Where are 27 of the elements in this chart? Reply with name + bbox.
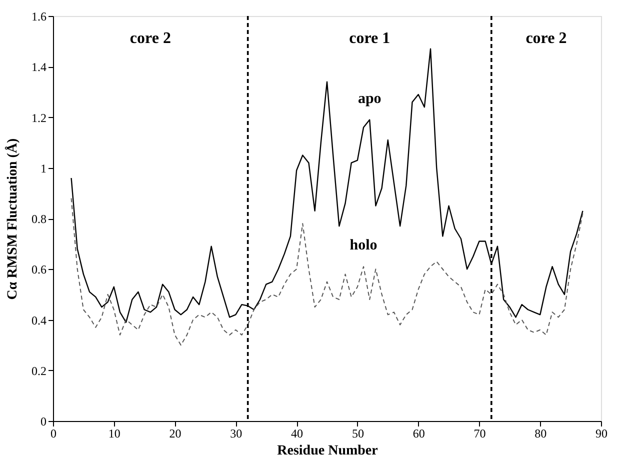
x-tick-label: 60 xyxy=(412,426,425,440)
x-axis-title: Residue Number xyxy=(277,444,378,458)
annotation: apo xyxy=(358,90,382,107)
x-tick-label: 70 xyxy=(474,426,486,440)
x-tick-label: 90 xyxy=(596,426,608,440)
x-tick-label: 80 xyxy=(534,426,547,440)
x-tick-label: 30 xyxy=(230,426,242,440)
line-series xyxy=(70,198,584,346)
annotation: core 2 xyxy=(130,30,171,47)
x-tick-label: 50 xyxy=(352,426,364,440)
y-tick-label: 0.2 xyxy=(32,364,46,378)
x-tick-label: 40 xyxy=(291,426,304,440)
annotation: core 1 xyxy=(349,30,390,47)
y-tick-label: 1.6 xyxy=(32,10,46,24)
y-tick-label: 1.4 xyxy=(32,60,46,74)
x-tick-label: 0 xyxy=(50,426,56,440)
y-tick-label: 0 xyxy=(40,414,46,428)
x-tick-label: 20 xyxy=(169,426,182,440)
y-tick-label: 0.8 xyxy=(32,212,46,226)
y-tick-label: 0.6 xyxy=(32,262,46,277)
annotation: holo xyxy=(350,238,378,254)
x-tick-label: 10 xyxy=(108,426,120,440)
y-tick-label: 1 xyxy=(40,161,46,176)
y-tick-label: 1.2 xyxy=(32,110,46,125)
annotation: core 2 xyxy=(526,30,567,47)
y-axis-title: Cα RMSM Fluctuation (Å) xyxy=(4,138,20,300)
y-tick-label: 0.4 xyxy=(32,313,46,328)
